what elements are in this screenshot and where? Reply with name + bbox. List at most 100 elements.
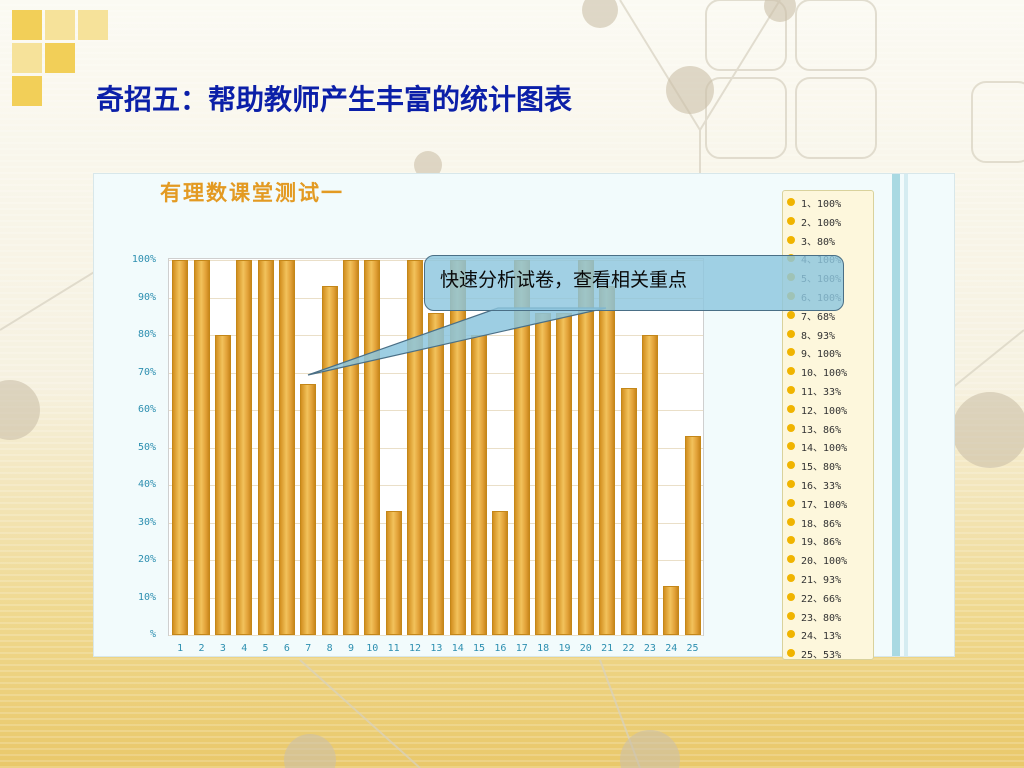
x-tick-label: 16 (494, 643, 507, 654)
bar-9 (342, 260, 359, 635)
legend-dot-icon (787, 442, 795, 451)
y-tick-label: 80% (137, 329, 156, 340)
legend-dot-icon (787, 348, 795, 357)
legend-label: 21、93% (801, 575, 842, 586)
legend-label: 9、100% (801, 349, 842, 361)
x-tick-label: 20 (579, 643, 592, 654)
legend-item: 1、100% (787, 195, 873, 210)
x-tick-label: 21 (601, 643, 614, 654)
chart-side-strip-light (904, 174, 908, 656)
legend-item: 3、80% (787, 233, 873, 248)
legend-item: 17、100% (787, 496, 873, 511)
legend-item: 16、33% (787, 477, 873, 492)
y-tick-label: 100% (131, 254, 156, 265)
legend-item: 8、93% (787, 327, 873, 342)
bar-4 (236, 260, 253, 635)
legend-item: 11、33% (787, 383, 873, 398)
legend-label: 17、100% (801, 499, 848, 511)
bar-8 (321, 286, 338, 635)
legend-label: 1、100% (801, 199, 842, 210)
legend-item: 19、86% (787, 533, 873, 548)
bar-19 (556, 312, 573, 635)
bar-14 (449, 260, 466, 635)
legend-dot-icon (787, 404, 795, 413)
legend-dot-icon (787, 367, 795, 376)
x-tick-label: 24 (665, 643, 678, 654)
legend-dot-icon (787, 611, 795, 620)
bar-1 (172, 260, 189, 635)
legend-dot-icon (787, 310, 795, 319)
x-tick-label: 14 (451, 643, 464, 654)
legend-label: 24、13% (801, 631, 842, 643)
x-tick-label: 12 (408, 643, 422, 654)
legend-item: 2、100% (787, 214, 873, 229)
callout-text: 快速分析试卷，查看相关重点 (440, 269, 688, 291)
y-tick-label: 40% (137, 479, 156, 490)
x-tick-label: 4 (241, 643, 248, 654)
x-tick-label: 13 (430, 643, 443, 654)
bar-6 (278, 260, 295, 635)
legend-item: 12、100% (787, 402, 873, 417)
x-tick-label: 7 (305, 643, 312, 654)
y-tick-label: 10% (137, 591, 156, 603)
legend-dot-icon (787, 235, 795, 244)
legend-dot-icon (787, 498, 795, 507)
legend-dot-icon (787, 517, 795, 526)
legend-dot-icon (787, 592, 795, 601)
chart-side-strip (892, 174, 900, 656)
legend-dot-icon (787, 198, 795, 206)
x-tick-label: 8 (326, 643, 333, 654)
legend-label: 22、66% (801, 593, 842, 605)
x-tick-label: 2 (198, 643, 205, 654)
x-tick-label: 6 (283, 643, 290, 654)
x-tick-label: 3 (219, 643, 226, 654)
legend-label: 12、100% (801, 405, 848, 417)
legend-item: 15、80% (787, 458, 873, 473)
legend-label: 2、100% (801, 217, 842, 229)
legend-label: 16、33% (801, 481, 842, 492)
legend-item: 14、100% (787, 439, 873, 454)
legend-label: 11、33% (801, 387, 842, 398)
legend-label: 23、80% (801, 612, 842, 624)
x-tick-label: 22 (622, 643, 635, 654)
y-tick-label: 60% (137, 404, 156, 415)
bar-22 (620, 387, 637, 635)
legend-dot-icon (787, 649, 795, 658)
x-tick-label: 19 (558, 643, 571, 654)
slide-title: 奇招五：帮助教师产生丰富的统计图表 (96, 83, 573, 116)
legend-label: 18、86% (801, 518, 842, 530)
bar-13 (428, 312, 445, 635)
y-tick-label: 20% (137, 554, 156, 565)
bar-11 (385, 511, 402, 635)
bar-3 (214, 335, 231, 635)
legend-dot-icon (787, 216, 795, 225)
bar-15 (471, 335, 488, 635)
bar-7 (300, 383, 317, 635)
x-tick-label: 10 (366, 643, 379, 654)
legend-label: 10、100% (801, 368, 848, 380)
legend-dot-icon (787, 329, 795, 338)
x-tick-label: 11 (387, 643, 400, 654)
bar-18 (535, 312, 552, 635)
legend-label: 13、86% (801, 424, 842, 436)
legend-item: 20、100% (787, 552, 873, 567)
legend-item: 9、100% (787, 345, 873, 361)
legend-dot-icon (787, 574, 795, 582)
x-tick-label: 9 (347, 643, 354, 654)
legend-dot-icon (787, 461, 795, 470)
bar-21 (599, 286, 616, 635)
legend-label: 7、68% (801, 311, 836, 323)
legend-label: 25、53% (801, 650, 842, 660)
chart-title: 有理数课堂测试一 (160, 180, 344, 205)
legend-item: 10、100% (787, 364, 873, 380)
legend-label: 8、93% (801, 330, 836, 342)
x-tick-label: 15 (473, 643, 486, 654)
bar-24 (663, 586, 680, 635)
x-tick-label: 18 (537, 643, 550, 654)
legend-item: 24、13% (787, 627, 873, 643)
x-tick-label: 25 (686, 643, 699, 654)
legend-item: 23、80% (787, 609, 873, 624)
legend-dot-icon (787, 555, 795, 564)
gridline (169, 635, 703, 636)
bar-12 (407, 260, 424, 635)
